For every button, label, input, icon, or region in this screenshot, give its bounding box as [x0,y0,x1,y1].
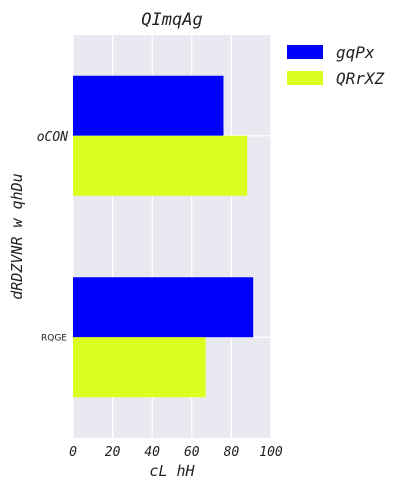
bar-gqPx-RQGE [73,277,254,338]
x-axis-title: cL hH [149,462,195,480]
bar-QRrXZ-oCON [73,135,248,196]
x-tick-labels: 0 20 40 60 80 100 [69,445,283,460]
legend: gqPx QRrXZ [287,43,385,88]
legend-swatch-QRrXZ [287,71,323,85]
bars [73,75,254,398]
x-tick-label: 100 [259,445,283,460]
legend-label-QRrXZ: QRrXZ [336,69,385,88]
x-tick-label: 0 [69,445,77,460]
y-tick-label: oCON [37,130,68,145]
legend-label-gqPx: gqPx [336,43,375,62]
y-axis-title: dRDZVNR w qhDu [8,173,26,299]
bar-QRrXZ-RQGE [73,337,206,398]
legend-swatch-gqPx [287,45,323,59]
chart-title: QImqAg [141,10,202,30]
y-tick-label: RQGE [41,333,67,343]
x-tick-label: 40 [144,445,160,460]
x-tick-label: 80 [224,445,240,460]
bar-gqPx-oCON [73,75,224,136]
y-tick-labels: oCON RQGE [37,130,68,344]
x-tick-label: 20 [105,445,121,460]
x-tick-label: 60 [184,445,200,460]
